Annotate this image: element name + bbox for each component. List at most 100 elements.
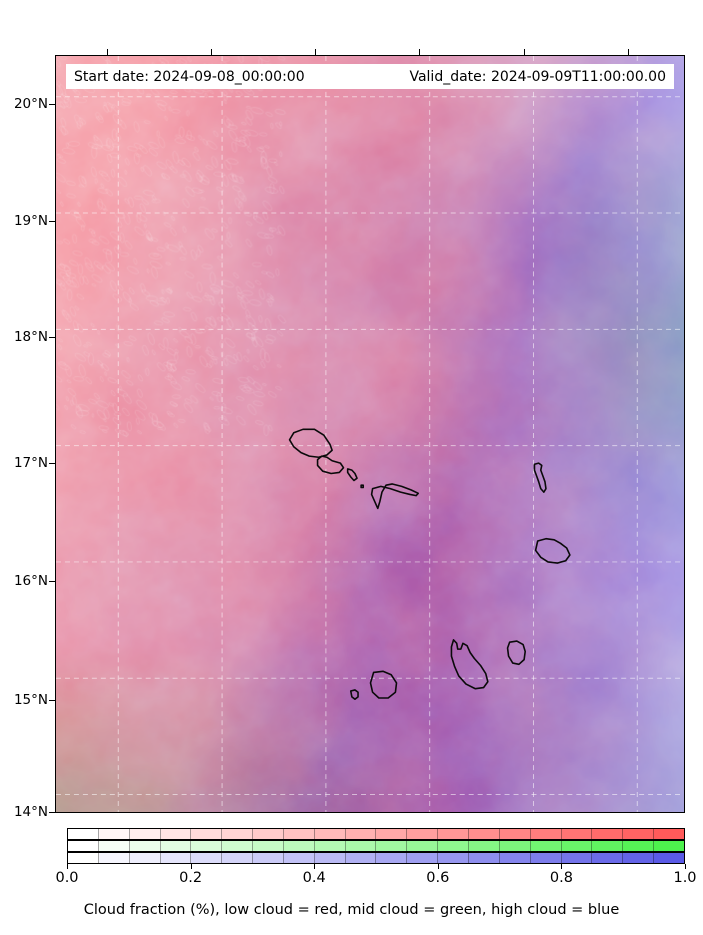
colorbar-segment [592,853,624,863]
colorbar-segment [561,853,593,863]
colorbar-segment [68,841,99,851]
cloud-fraction-raster [56,56,684,812]
y-tick-label: 15°N [13,692,48,708]
colorbar-segment [68,829,99,839]
colorbar-segment [561,829,593,839]
y-tick-mark [49,337,55,338]
colorbar-segment [222,829,254,839]
colorbar-tick-mark [685,864,686,869]
x-tick-mark [524,49,525,55]
gridlines [56,56,684,812]
colorbar-segment [468,829,500,839]
colorbar-segment [407,829,439,839]
colorbar-segment [253,853,284,863]
colorbar-tick-label: 0.8 [549,870,573,886]
coastline-sal [533,462,547,493]
coastline-fogo [369,670,398,699]
start-date-label: Start date: 2024-09-08_00:00:00 [74,68,305,85]
colorbar-row-mid-cloud-green [67,840,685,852]
colorbar-segment [253,829,284,839]
colorbar-segment [283,841,315,851]
y-tick-label: 14°N [13,804,48,820]
colorbar-segment [160,841,192,851]
colorbar-segment [160,853,192,863]
colorbar-segment [191,829,223,839]
colorbar-segment [592,841,624,851]
coastline-santa-luzia [346,468,358,482]
x-tick-mark [419,49,420,55]
coastline-brava [349,689,359,700]
coastline-santo-antao [288,428,333,459]
colorbar-segment [530,853,562,863]
cloud-fraction-map[interactable]: Start date: 2024-09-08_00:00:00 Valid_da… [55,55,685,813]
colorbar-segment [283,829,315,839]
colorbar-segment [592,829,624,839]
y-tick-mark [49,463,55,464]
colorbar-segment [314,841,346,851]
colorbar-segment [314,829,346,839]
colorbar-segment [129,829,161,839]
colorbar-tick-label: 0.0 [55,870,79,886]
y-tick-label: 20°N [13,96,48,112]
colorbar-segment [98,853,130,863]
colorbar-segment [345,841,377,851]
colorbar-segment [438,841,469,851]
colorbar-segment [654,853,684,863]
colorbar-segment [98,829,130,839]
colorbar-segment [623,829,655,839]
colorbar-segment [68,853,99,863]
colorbar-tick-mark [314,864,316,869]
colorbar-segment [623,841,655,851]
colorbar-segment [345,829,377,839]
colorbar-segment [283,853,315,863]
colorbar[interactable] [67,828,685,864]
colorbar-tick-mark [190,864,192,869]
coastline-and-grid-overlay [56,56,684,812]
y-tick-mark [49,581,55,582]
colorbar-segment [561,841,593,851]
coastlines [288,428,571,700]
y-tick-label: 16°N [13,573,48,589]
y-tick-label: 17°N [13,455,48,471]
colorbar-segment [654,829,684,839]
colorbar-segment [499,841,531,851]
colorbar-segment [376,829,408,839]
colorbar-segment [623,853,655,863]
coastline-boa-vista [534,537,571,564]
colorbar-tick-label: 0.4 [302,870,326,886]
colorbar-row-low-cloud-red [67,828,685,840]
y-tick-mark [49,700,55,701]
coastline-sao-nicolau [370,483,420,510]
colorbar-tick-mark [561,864,563,869]
coastline-maio [506,640,527,666]
colorbar-segment [438,829,469,839]
x-tick-mark [211,49,212,55]
colorbar-segment [222,841,254,851]
colorbar-segment [345,853,377,863]
colorbar-tick-mark [67,864,68,869]
valid-date-label: Valid_date: 2024-09-09T11:00:00.00 [409,68,666,85]
x-tick-mark [107,49,108,55]
colorbar-segment [468,841,500,851]
date-info-band: Start date: 2024-09-08_00:00:00 Valid_da… [66,64,674,89]
y-tick-mark [49,812,55,813]
y-tick-mark [49,104,55,105]
figure-caption: Cloud fraction (%), low cloud = red, mid… [83,902,620,918]
colorbar-segment [191,841,223,851]
colorbar-segment [129,841,161,851]
colorbar-row-high-cloud-blue [67,852,685,864]
colorbar-tick-mark [437,864,439,869]
colorbar-segment [407,841,439,851]
coastline-sao-vicente [316,455,345,475]
colorbar-segment [376,853,408,863]
colorbar-segment [129,853,161,863]
colorbar-segment [654,841,684,851]
colorbar-segment [530,829,562,839]
colorbar-segment [222,853,254,863]
colorbar-tick-label: 0.6 [426,870,450,886]
colorbar-segment [98,841,130,851]
colorbar-segment [499,853,531,863]
colorbar-segment [376,841,408,851]
y-tick-label: 19°N [13,213,48,229]
